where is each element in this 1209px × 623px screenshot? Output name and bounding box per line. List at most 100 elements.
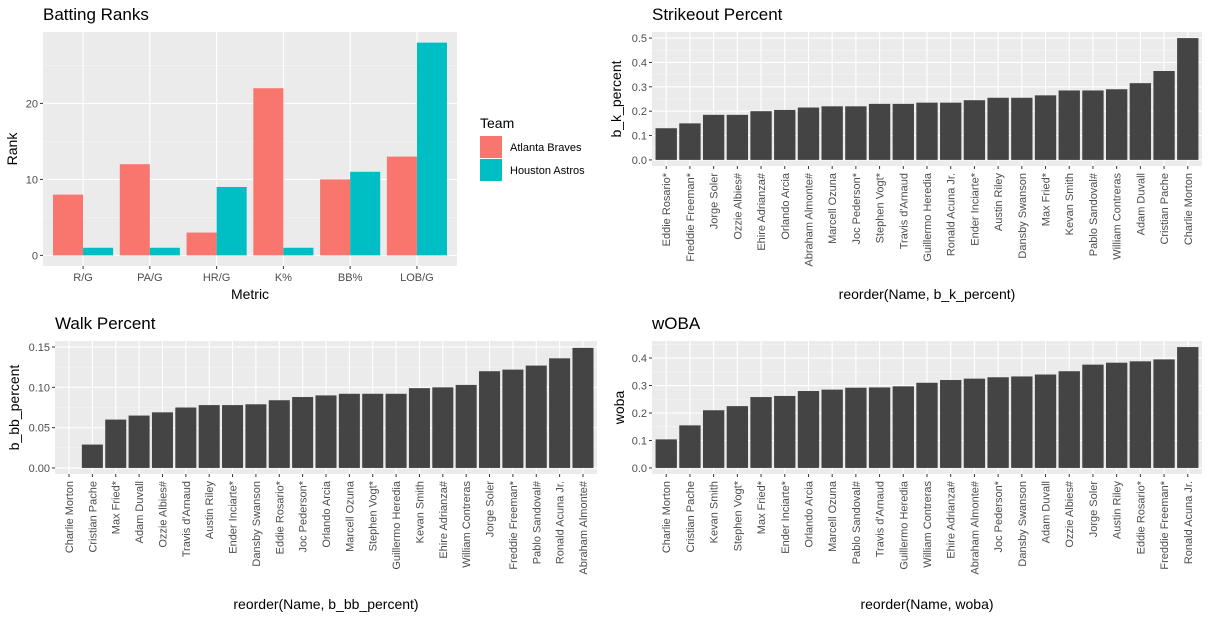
legend-key xyxy=(480,136,502,158)
bar-16 xyxy=(432,387,454,468)
x-tick-label: Eddie Rosario* xyxy=(1135,480,1147,554)
x-tick-label: Austin Riley xyxy=(204,481,216,540)
bar-13 xyxy=(963,100,986,160)
bar-5 xyxy=(774,109,796,160)
x-tick-label: Cristian Pache xyxy=(87,481,99,553)
bar-4 xyxy=(750,397,772,468)
x-tick-label: Guillermo Heredia xyxy=(922,172,934,262)
x-tick-label: HR/G xyxy=(203,272,231,284)
x-tick-label: Stephen Vogt* xyxy=(732,480,744,551)
bar-atlanta-braves-4 xyxy=(320,179,351,256)
y-tick-label: 0.4 xyxy=(632,353,647,365)
y-tick-label: 0.4 xyxy=(632,57,647,69)
x-tick-label: Joc Pederson* xyxy=(851,172,863,244)
x-tick-label: Ronald Acuna Jr. xyxy=(555,481,567,564)
bar-7 xyxy=(821,106,843,160)
x-tick-label: Travis d'Arnaud xyxy=(181,481,193,557)
y-tick-label: 0.1 xyxy=(632,131,647,143)
bar-12 xyxy=(940,102,962,160)
x-tick-label: Stephen Vogt* xyxy=(875,172,887,243)
x-tick-label: LOB/G xyxy=(400,272,434,284)
y-axis-title: Rank xyxy=(4,132,20,166)
x-tick-label: Abraham Almonte# xyxy=(578,480,590,574)
x-tick-label: Charlie Morton xyxy=(1183,173,1195,245)
bar-0 xyxy=(655,439,677,468)
legend-label: Atlanta Braves xyxy=(510,142,582,154)
x-tick-label: R/G xyxy=(73,272,93,284)
x-tick-label: Joc Pederson* xyxy=(993,480,1005,552)
bar-16 xyxy=(1034,95,1057,160)
bar-8 xyxy=(845,387,867,468)
x-tick-label: Charlie Morton xyxy=(661,481,673,553)
y-tick-label: 0.00 xyxy=(29,463,50,475)
bar-18 xyxy=(1082,90,1104,160)
bar-16 xyxy=(1034,374,1057,468)
x-tick-label: Max Fried* xyxy=(1041,172,1053,226)
bar-20 xyxy=(1129,83,1152,160)
x-tick-label: Joc Pederson* xyxy=(298,480,310,552)
x-tick-label: BB% xyxy=(338,272,363,284)
bar-6 xyxy=(797,107,820,160)
x-tick-label: Abraham Almonte# xyxy=(969,480,981,574)
x-tick-label: PA/G xyxy=(137,272,162,284)
x-tick-label: Pablo Sandoval# xyxy=(531,480,543,564)
bar-11 xyxy=(315,395,337,468)
bar-22 xyxy=(1177,347,1199,468)
x-tick-label: Marcell Ozuna xyxy=(827,172,839,244)
bar-4 xyxy=(151,412,173,468)
x-tick-label: Marcell Ozuna xyxy=(827,480,839,552)
bar-1 xyxy=(679,425,701,468)
x-tick-label: Dansby Swanson xyxy=(1017,173,1029,259)
bar-18 xyxy=(479,371,501,468)
bar-14 xyxy=(385,393,407,468)
x-tick-label: Jorge Soler xyxy=(709,173,721,230)
bar-19 xyxy=(1105,362,1128,468)
y-tick-label: 0.5 xyxy=(632,33,647,45)
bar-6 xyxy=(198,405,220,468)
bar-13 xyxy=(963,378,986,468)
y-tick-label: 0.05 xyxy=(29,423,50,435)
chart-title: wOBA xyxy=(651,314,701,333)
bar-9 xyxy=(868,103,891,160)
y-tick-label: 0.3 xyxy=(632,82,647,94)
x-tick-label: Charlie Morton xyxy=(64,481,76,553)
x-tick-label: Ehire Adrianza# xyxy=(946,480,958,559)
x-tick-label: Adam Duvall xyxy=(1041,481,1053,543)
bar-8 xyxy=(245,404,267,468)
x-tick-label: Dansby Swanson xyxy=(1017,481,1029,567)
x-tick-label: Jorge Soler xyxy=(485,481,497,538)
x-tick-label: Ronald Acuna Jr. xyxy=(1183,481,1195,564)
bar-4 xyxy=(750,111,772,160)
bar-7 xyxy=(821,389,843,468)
panel-2: 0.00 0.05 0.10 0.15 Charlie Morton Cristian P… xyxy=(6,314,597,612)
bar-17 xyxy=(455,384,477,468)
x-tick-label: Abraham Almonte# xyxy=(803,172,815,266)
x-tick-label: Max Fried* xyxy=(756,480,768,534)
bar-houston-astros-0 xyxy=(83,247,114,256)
bar-houston-astros-2 xyxy=(216,186,247,256)
bar-houston-astros-5 xyxy=(416,42,447,256)
x-axis-title: reorder(Name, b_k_percent) xyxy=(839,286,1016,302)
bar-17 xyxy=(1058,90,1080,160)
x-axis-title: reorder(Name, b_bb_percent) xyxy=(233,596,418,612)
bar-2 xyxy=(105,419,127,468)
x-tick-label: Adam Duvall xyxy=(134,481,146,543)
x-tick-label: Max Fried* xyxy=(111,480,123,534)
x-tick-label: William Contreras xyxy=(922,481,934,568)
x-tick-label: Ender Inciarte* xyxy=(228,480,240,553)
x-tick-label: Kevan Smith xyxy=(414,481,426,543)
x-tick-label: Ronald Acuna Jr. xyxy=(946,173,958,256)
bar-15 xyxy=(1011,376,1033,468)
bar-7 xyxy=(222,405,244,468)
bar-10 xyxy=(892,386,914,468)
bar-atlanta-braves-5 xyxy=(386,156,417,256)
panel-3: 0.0 0.1 0.2 0.3 0.4 Charlie Morton Cristian Pa… xyxy=(611,314,1202,612)
y-axis-title: woba xyxy=(611,391,627,426)
chart-title: Strikeout Percent xyxy=(652,5,783,24)
bar-houston-astros-3 xyxy=(283,247,314,256)
x-tick-label: Ozzie Albies# xyxy=(157,480,169,548)
x-tick-label: Ender Inciarte* xyxy=(780,480,792,553)
legend-title: Team xyxy=(480,115,514,131)
chart-title: Batting Ranks xyxy=(43,5,149,24)
